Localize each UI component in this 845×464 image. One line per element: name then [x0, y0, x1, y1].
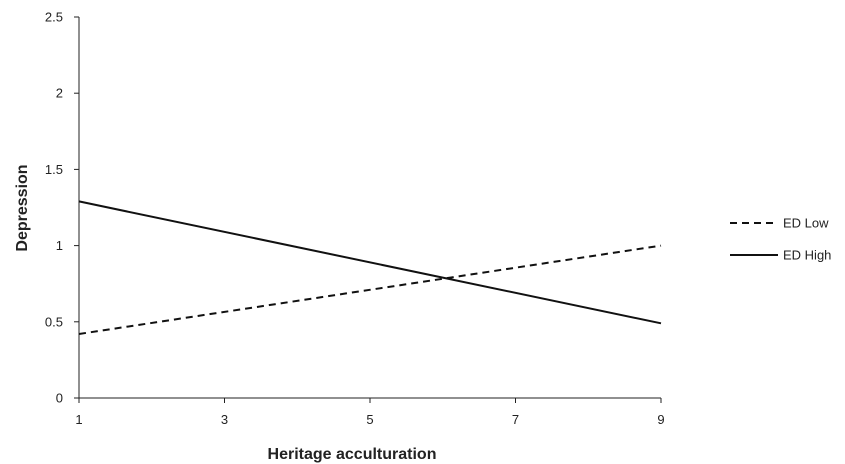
x-tick-label: 9 — [657, 412, 664, 427]
series-line-ed-low — [78, 244, 662, 335]
y-tick-label: 0.5 — [45, 314, 63, 329]
y-tick-label: 0 — [56, 391, 63, 406]
y-tick-label: 2.5 — [45, 10, 63, 25]
legend-label: ED High — [783, 248, 831, 263]
x-tick-label: 7 — [512, 412, 519, 427]
y-axis-ticks: 0 0.5 1 1.5 2 2.5 — [45, 10, 79, 406]
y-tick-label: 1.5 — [45, 162, 63, 177]
y-tick-label: 2 — [56, 86, 63, 101]
y-axis-title: Depression — [14, 164, 31, 251]
series-line-ed-high — [78, 200, 662, 325]
x-tick-label: 1 — [75, 412, 82, 427]
series-lines — [78, 200, 662, 335]
legend: ED Low ED High — [730, 216, 831, 263]
x-tick-label: 5 — [366, 412, 373, 427]
x-axis-title: Heritage acculturation — [268, 446, 437, 463]
y-tick-label: 1 — [56, 238, 63, 253]
legend-label: ED Low — [783, 216, 829, 231]
x-axis-ticks: 1 3 5 7 9 — [75, 398, 665, 427]
x-tick-label: 3 — [221, 412, 228, 427]
